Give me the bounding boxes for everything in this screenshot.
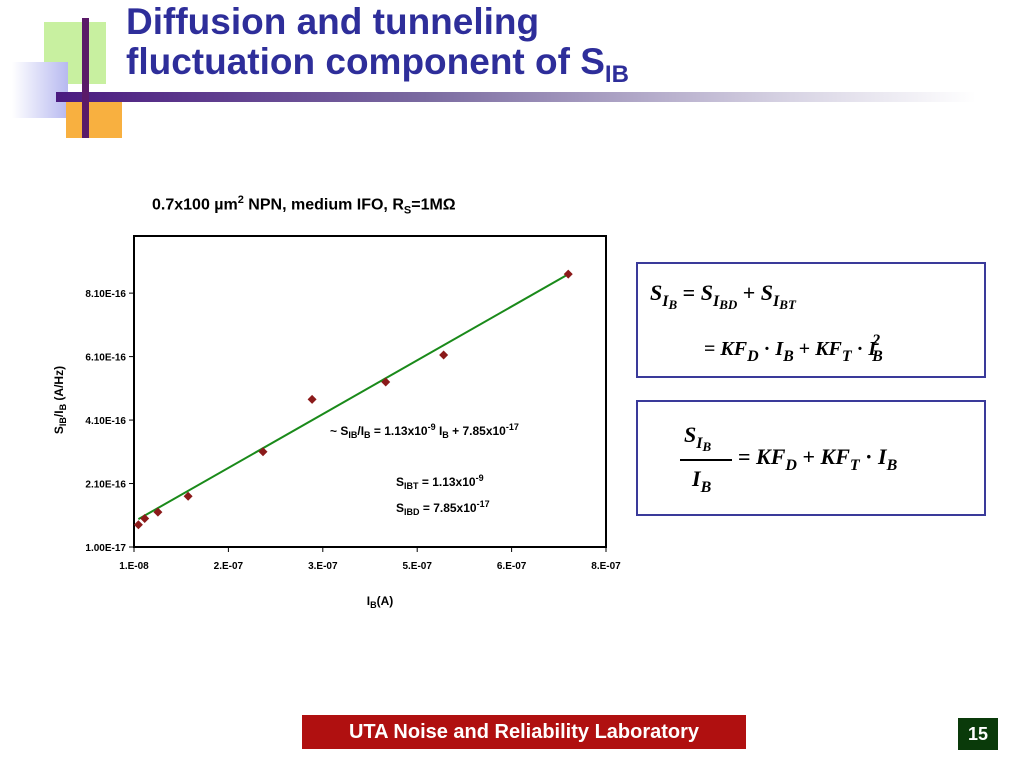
chart-title-sub: S bbox=[403, 204, 412, 217]
data-point bbox=[307, 394, 317, 404]
x-tick-label: 6.E-07 bbox=[497, 561, 527, 572]
data-point bbox=[563, 269, 573, 279]
y-tick-label: 6.10E-16 bbox=[85, 353, 126, 364]
title-line-1: Diffusion and tunneling bbox=[126, 1, 540, 42]
y-tick-label: 1.00E-17 bbox=[85, 543, 126, 554]
data-point bbox=[183, 491, 193, 501]
x-tick-label: 5.E-07 bbox=[402, 561, 432, 572]
y-tick-label: 4.10E-16 bbox=[85, 416, 126, 427]
plot-area bbox=[133, 235, 607, 548]
fraction-bar bbox=[680, 459, 732, 461]
x-axis-label: IB(A) bbox=[367, 594, 394, 610]
y-tick-label: 2.10E-16 bbox=[85, 480, 126, 491]
fraction-numerator: SIB bbox=[684, 422, 712, 454]
data-points bbox=[133, 269, 573, 530]
data-point bbox=[133, 520, 143, 530]
title-line-2: fluctuation component of S bbox=[126, 41, 605, 82]
chart-title-part: =1MΩ bbox=[411, 196, 456, 214]
sibd-annotation: SIBD = 7.85x10-17 bbox=[396, 499, 490, 517]
equation-normalized-rhs: = KFD + KFT · IB bbox=[738, 444, 898, 474]
y-axis: 1.00E-17 2.10E-16 4.10E-16 6.10E-16 8.10E-16 bbox=[85, 289, 134, 554]
x-tick-label: 1.E-08 bbox=[119, 561, 149, 572]
x-tick-label: 2.E-07 bbox=[214, 561, 244, 572]
decor-orange-block bbox=[66, 96, 122, 138]
data-point bbox=[439, 350, 449, 360]
chart-title-part: NPN, medium IFO, R bbox=[243, 196, 404, 214]
fraction-denominator: IB bbox=[692, 466, 712, 496]
chart-title-part: 0.7x100 µm bbox=[152, 196, 238, 214]
title-subscript: IB bbox=[604, 61, 629, 88]
page-number: 15 bbox=[958, 718, 998, 750]
slide-title: Diffusion and tunneling fluctuation comp… bbox=[126, 1, 629, 87]
equation-box-normalized: SIB IB = KFD + KFT · IB bbox=[636, 400, 986, 516]
chart-title: 0.7x100 µm2 NPN, medium IFO, RS=1MΩ bbox=[152, 194, 456, 217]
data-point bbox=[153, 507, 163, 517]
sibt-annotation: SIBT = 1.13x10-9 bbox=[396, 473, 484, 491]
equation-sib-sum: SIB = SIBD + SIBT bbox=[650, 280, 796, 312]
equation-sib-kf: = KFD · IB + KFT · I2B bbox=[704, 332, 883, 365]
y-axis-label: SIB/IB (A/Hz) bbox=[52, 366, 68, 434]
data-point bbox=[258, 447, 268, 457]
fit-line bbox=[137, 273, 569, 521]
x-axis: 1.E-08 2.E-07 3.E-07 5.E-07 6.E-07 8.E-07 bbox=[119, 547, 621, 572]
decor-title-bar bbox=[56, 92, 976, 102]
x-tick-label: 8.E-07 bbox=[591, 561, 621, 572]
data-point bbox=[381, 377, 391, 387]
y-tick-label: 8.10E-16 bbox=[85, 289, 126, 300]
chart-title-sup: 2 bbox=[237, 194, 244, 206]
fit-equation-annotation: ~ SIB/IB = 1.13x10-9 IB + 7.85x10-17 bbox=[330, 422, 519, 440]
data-point bbox=[140, 513, 150, 523]
lab-footer: UTA Noise and Reliability Laboratory bbox=[302, 715, 746, 749]
decor-vertical-line bbox=[82, 18, 89, 138]
x-tick-label: 3.E-07 bbox=[308, 561, 338, 572]
decor-blue-block bbox=[12, 62, 68, 118]
equation-box-total: SIB = SIBD + SIBT = KFD · IB + KFT · I2B bbox=[636, 262, 986, 378]
